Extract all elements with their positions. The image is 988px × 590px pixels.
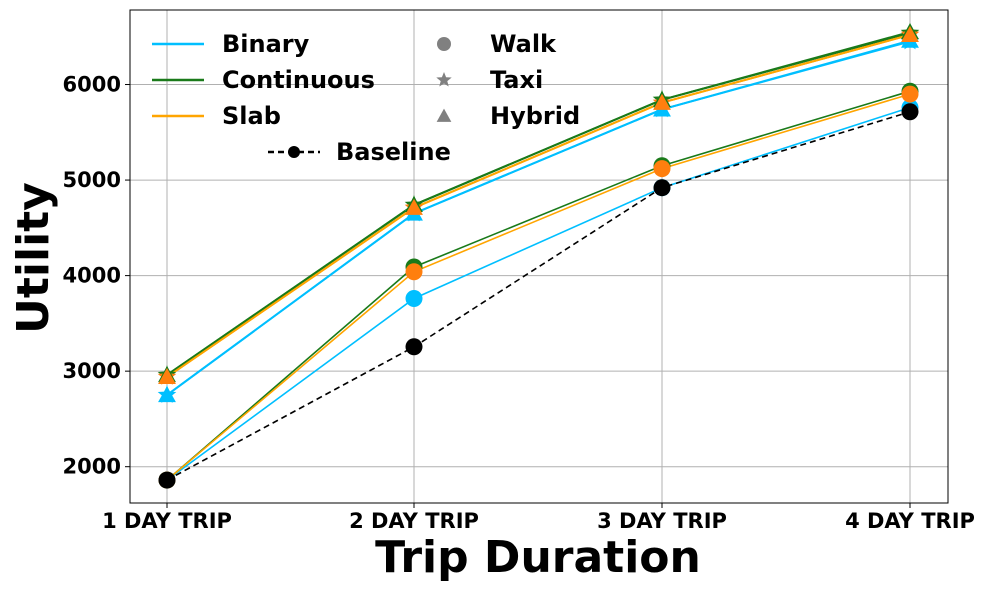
x-tick-labels: 1 DAY TRIP 2 DAY TRIP 3 DAY TRIP 4 DAY TRIP: [102, 503, 975, 533]
series-lines: [166, 31, 911, 481]
data-point-baseline-walk: [653, 179, 671, 197]
y-tick-label: 5000: [63, 168, 121, 192]
x-axis-title: Trip Duration: [375, 532, 701, 583]
series-line-continuous-walk: [166, 90, 911, 481]
data-point-baseline-walk: [158, 471, 176, 489]
legend-label: Continuous: [222, 66, 375, 94]
series-markers: [157, 23, 920, 489]
series-line-baseline-walk: [166, 111, 911, 481]
legend-label: Binary: [222, 30, 310, 58]
series-line-slab-hybrid: [166, 33, 911, 378]
series-line-slab-walk: [166, 93, 911, 481]
x-tick-label: 1 DAY TRIP: [102, 509, 232, 533]
legend-marker-triangle-icon: [436, 108, 452, 122]
data-point-binary-hybrid: [158, 386, 176, 403]
y-tick-labels: 2000 3000 4000 5000 6000: [63, 73, 130, 479]
legend-label: Baseline: [336, 138, 451, 166]
legend: Binary Continuous Slab Walk Taxi Hybrid Baseli…: [152, 30, 580, 166]
legend-label: Slab: [222, 102, 281, 130]
data-point-baseline-walk: [405, 338, 423, 356]
legend-label: Taxi: [490, 66, 543, 94]
legend-label: Walk: [490, 30, 557, 58]
y-tick-label: 3000: [63, 359, 121, 383]
series-line-binary-hybrid: [166, 39, 911, 396]
x-tick-label: 2 DAY TRIP: [349, 509, 479, 533]
y-tick-label: 4000: [63, 264, 121, 288]
data-point-slab-walk: [901, 85, 919, 103]
data-point-slab-hybrid: [405, 198, 423, 215]
data-point-slab-walk: [405, 263, 423, 281]
y-tick-label: 2000: [63, 455, 121, 479]
x-tick-label: 3 DAY TRIP: [597, 509, 727, 533]
legend-marker-star-icon: [436, 72, 452, 87]
legend-label: Hybrid: [490, 102, 580, 130]
data-point-binary-walk: [405, 290, 423, 308]
plot-frame: [129, 9, 949, 504]
data-point-baseline-walk: [901, 103, 919, 121]
data-point-slab-walk: [653, 160, 671, 178]
data-point-slab-hybrid: [158, 367, 176, 385]
data-point-slab-hybrid: [901, 25, 919, 42]
data-point-slab-hybrid: [653, 93, 671, 110]
x-tick-label: 4 DAY TRIP: [845, 509, 975, 533]
y-tick-label: 6000: [63, 73, 121, 97]
legend-baseline-marker-icon: [288, 146, 300, 158]
series-line-continuous-hybrid: [166, 31, 911, 376]
series-line-binary-walk: [166, 106, 911, 481]
legend-marker-circle-icon: [437, 37, 451, 51]
y-axis-title: Utility: [8, 182, 59, 334]
series-line-binary-taxi: [166, 40, 911, 396]
